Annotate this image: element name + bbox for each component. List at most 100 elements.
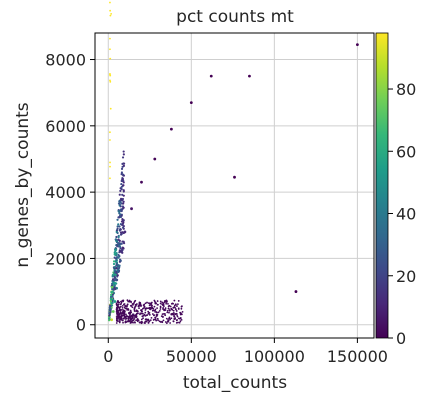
data-point: [122, 303, 125, 306]
data-point: [167, 302, 169, 305]
data-point: [115, 264, 118, 267]
data-point: [162, 303, 165, 306]
data-point: [140, 304, 142, 307]
data-point: [248, 74, 251, 78]
data-point: [121, 184, 125, 187]
data-point: [149, 302, 152, 305]
data-point: [109, 74, 112, 77]
data-point: [120, 301, 123, 304]
data-point: [170, 302, 173, 305]
colorbar-tick-label: 60: [396, 142, 416, 161]
data-point: [146, 301, 148, 304]
data-point: [152, 309, 155, 312]
data-point: [165, 322, 168, 325]
data-point: [109, 293, 113, 296]
data-point: [109, 304, 112, 307]
data-point: [121, 193, 124, 196]
data-point: [144, 311, 147, 314]
data-point: [124, 315, 127, 318]
data-point: [127, 318, 130, 321]
data-point: [131, 306, 134, 309]
data-point: [108, 312, 111, 315]
data-point: [108, 314, 111, 317]
data-point: [125, 313, 127, 316]
data-point: [180, 305, 183, 308]
data-point: [121, 314, 124, 317]
data-point: [113, 275, 116, 279]
data-point: [177, 300, 180, 302]
data-point: [154, 316, 157, 319]
data-point: [120, 171, 124, 174]
data-point: [121, 308, 124, 311]
data-point: [115, 302, 118, 305]
data-point: [154, 302, 157, 305]
data-point: [120, 317, 123, 320]
data-point: [131, 319, 134, 322]
data-point: [181, 310, 184, 313]
y-tick-label: 4000: [45, 183, 86, 202]
data-point: [135, 314, 137, 317]
data-point: [157, 303, 159, 306]
data-point: [165, 299, 168, 302]
data-point: [111, 310, 115, 313]
data-point: [121, 173, 124, 176]
data-point: [179, 320, 182, 323]
data-point: [144, 322, 146, 325]
data-point: [116, 240, 119, 243]
data-point: [166, 309, 169, 312]
gridlines: [95, 33, 374, 338]
data-point: [129, 300, 132, 303]
data-point: [161, 303, 164, 306]
data-point: [120, 167, 124, 170]
data-point: [120, 187, 123, 191]
data-point: [130, 207, 133, 211]
data-point: [127, 309, 130, 311]
data-point: [138, 304, 140, 307]
data-point: [120, 242, 123, 245]
data-point: [140, 309, 142, 312]
data-point: [118, 215, 121, 219]
data-point: [113, 271, 116, 274]
data-point: [114, 238, 117, 241]
data-point: [121, 162, 124, 166]
data-point: [162, 319, 165, 322]
data-point: [151, 304, 153, 307]
data-point: [122, 202, 125, 205]
data-point: [113, 281, 116, 285]
data-point: [176, 314, 178, 317]
data-point: [113, 279, 116, 282]
data-point: [177, 307, 180, 310]
data-point: [355, 43, 359, 47]
data-point: [156, 307, 158, 310]
data-point: [151, 321, 154, 324]
data-point: [126, 320, 129, 323]
data-point: [161, 301, 164, 304]
y-tick-label: 0: [76, 316, 86, 335]
data-point: [115, 252, 118, 255]
data-point: [158, 310, 161, 312]
data-point: [171, 308, 174, 311]
data-point: [142, 317, 144, 320]
data-point: [144, 318, 147, 321]
data-point: [156, 314, 158, 316]
data-point: [118, 312, 121, 315]
data-point: [141, 315, 144, 318]
data-point: [176, 305, 178, 307]
data-point: [111, 282, 114, 285]
data-point: [127, 317, 130, 320]
data-point: [172, 320, 175, 323]
data-point: [175, 312, 178, 315]
data-point: [113, 300, 117, 303]
data-point: [115, 309, 118, 312]
data-point: [128, 315, 131, 318]
data-point: [141, 321, 143, 324]
data-point: [118, 245, 122, 248]
data-point: [119, 197, 123, 200]
data-point: [116, 269, 119, 272]
data-point: [152, 314, 155, 317]
data-point: [133, 307, 136, 310]
data-point: [109, 9, 111, 12]
data-point: [170, 317, 173, 320]
data-point: [153, 300, 156, 303]
